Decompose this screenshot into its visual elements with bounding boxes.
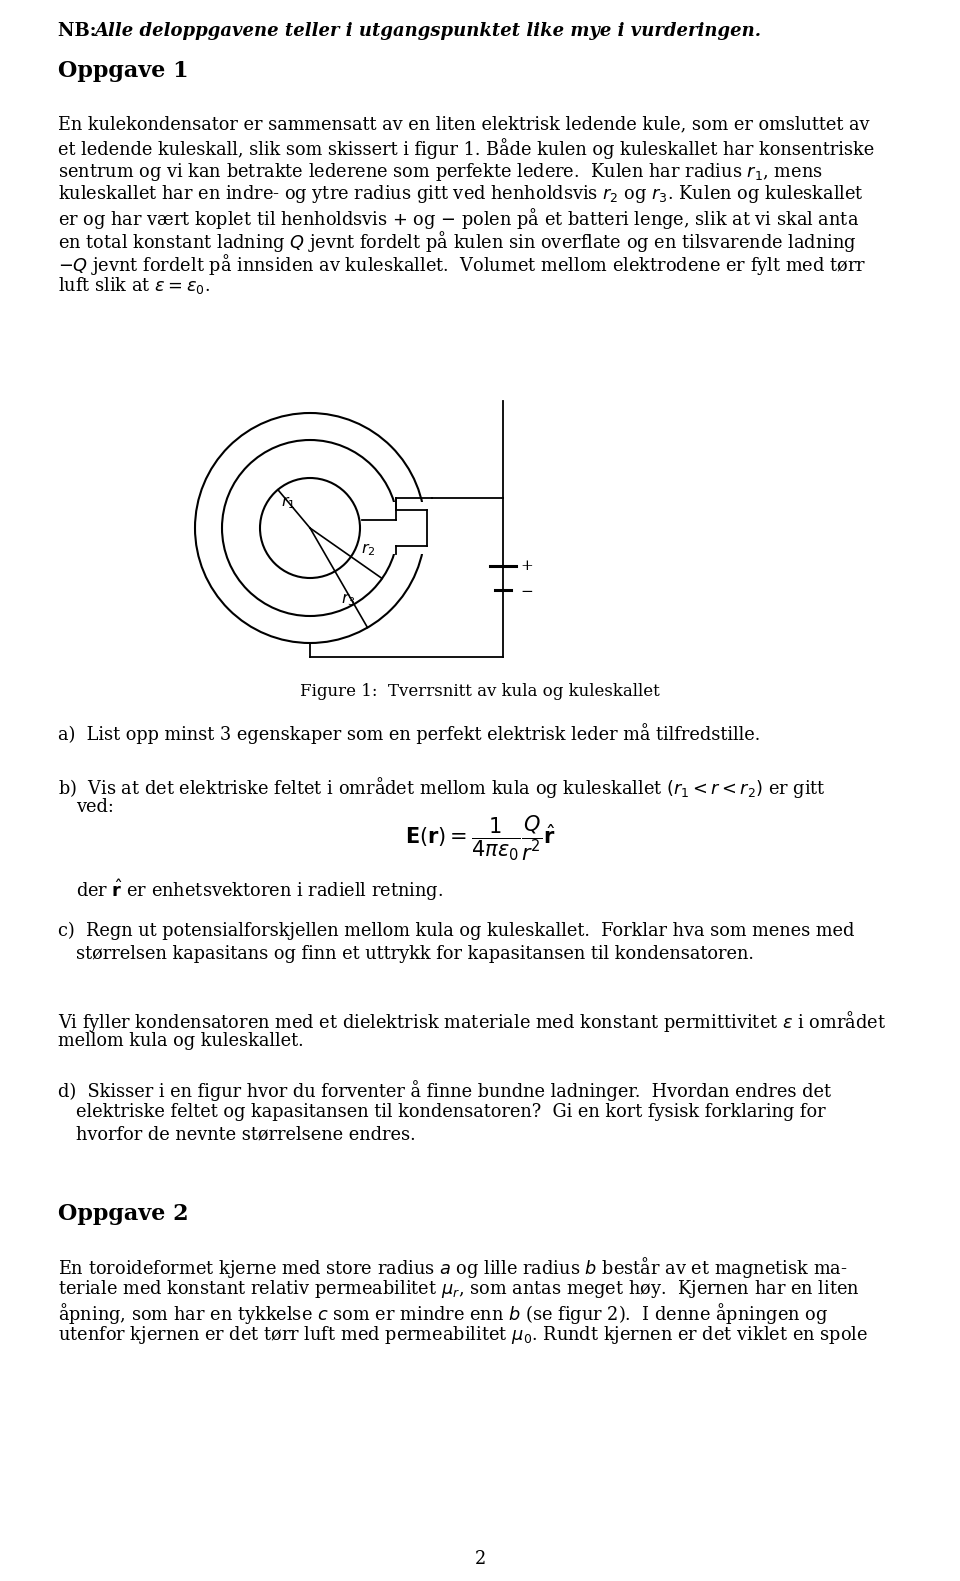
Text: en total konstant ladning $Q$ jevnt fordelt på kulen sin overflate og en tilsvar: en total konstant ladning $Q$ jevnt ford… <box>58 229 856 255</box>
Text: teriale med konstant relativ permeabilitet $\mu_r$, som antas meget høy.  Kjerne: teriale med konstant relativ permeabilit… <box>58 1279 859 1300</box>
Circle shape <box>195 413 425 643</box>
Text: b)  Vis at det elektriske feltet i området mellom kula og kuleskallet $(r_1 < r : b) Vis at det elektriske feltet i område… <box>58 775 826 800</box>
Text: Vi fyller kondensatoren med et dielektrisk materiale med konstant permittivitet : Vi fyller kondensatoren med et dielektri… <box>58 1009 886 1034</box>
Text: utenfor kjernen er det tørr luft med permeabilitet $\mu_0$. Rundt kjernen er det: utenfor kjernen er det tørr luft med per… <box>58 1323 868 1345</box>
Text: $-$: $-$ <box>520 582 533 596</box>
Text: NB:: NB: <box>58 22 103 40</box>
Circle shape <box>222 440 398 617</box>
Text: er og har vært koplet til henholdsvis $+$ og $-$ polen på et batteri lenge, slik: er og har vært koplet til henholdsvis $+… <box>58 206 859 231</box>
Text: Alle deloppgavene teller i utgangspunktet like mye i vurderingen.: Alle deloppgavene teller i utgangspunkte… <box>94 22 761 40</box>
Text: hvorfor de nevnte størrelsene endres.: hvorfor de nevnte størrelsene endres. <box>76 1126 416 1143</box>
Text: åpning, som har en tykkelse $c$ som er mindre enn $b$ (se figur 2).  I denne åpn: åpning, som har en tykkelse $c$ som er m… <box>58 1301 828 1326</box>
Text: $\mathbf{E}(\mathbf{r}) = \dfrac{1}{4\pi\epsilon_0}\dfrac{Q}{r^2}\hat{\mathbf{r}: $\mathbf{E}(\mathbf{r}) = \dfrac{1}{4\pi… <box>405 814 555 863</box>
Text: +: + <box>520 558 533 572</box>
Text: kuleskallet har en indre- og ytre radius gitt ved henholdsvis $r_2$ og $r_3$. Ku: kuleskallet har en indre- og ytre radius… <box>58 183 864 206</box>
Text: ved:: ved: <box>76 798 114 816</box>
Text: Figure 1:  Tverrsnitt av kula og kuleskallet: Figure 1: Tverrsnitt av kula og kuleskal… <box>300 683 660 700</box>
Text: 2: 2 <box>474 1549 486 1568</box>
Text: sentrum og vi kan betrakte lederene som perfekte ledere.  Kulen har radius $r_1$: sentrum og vi kan betrakte lederene som … <box>58 161 823 182</box>
Text: $r_2$: $r_2$ <box>361 542 375 558</box>
Text: størrelsen kapasitans og finn et uttrykk for kapasitansen til kondensatoren.: størrelsen kapasitans og finn et uttrykk… <box>76 944 754 963</box>
Text: mellom kula og kuleskallet.: mellom kula og kuleskallet. <box>58 1032 303 1050</box>
Text: c)  Regn ut potensialforskjellen mellom kula og kuleskallet.  Forklar hva som me: c) Regn ut potensialforskjellen mellom k… <box>58 922 854 941</box>
Text: d)  Skisser i en figur hvor du forventer å finne bundne ladninger.  Hvordan endr: d) Skisser i en figur hvor du forventer … <box>58 1080 831 1100</box>
Text: et ledende kuleskall, slik som skissert i figur 1. Både kulen og kuleskallet har: et ledende kuleskall, slik som skissert … <box>58 138 875 158</box>
Text: En kulekondensator er sammensatt av en liten elektrisk ledende kule, som er omsl: En kulekondensator er sammensatt av en l… <box>58 115 870 133</box>
FancyBboxPatch shape <box>393 503 430 553</box>
Text: $r_3$: $r_3$ <box>341 591 355 609</box>
Text: $-Q$ jevnt fordelt på innsiden av kuleskallet.  Volumet mellom elektrodene er fy: $-Q$ jevnt fordelt på innsiden av kulesk… <box>58 251 866 277</box>
Text: $r_1$: $r_1$ <box>280 495 296 512</box>
Text: luft slik at $\epsilon = \epsilon_0$.: luft slik at $\epsilon = \epsilon_0$. <box>58 275 210 296</box>
Circle shape <box>260 477 360 579</box>
Text: Oppgave 2: Oppgave 2 <box>58 1203 188 1225</box>
Text: Oppgave 1: Oppgave 1 <box>58 60 188 82</box>
Text: elektriske feltet og kapasitansen til kondensatoren?  Gi en kort fysisk forklari: elektriske feltet og kapasitansen til ko… <box>76 1104 826 1121</box>
Text: a)  List opp minst 3 egenskaper som en perfekt elektrisk leder må tilfredstille.: a) List opp minst 3 egenskaper som en pe… <box>58 723 760 745</box>
Text: En toroideformet kjerne med store radius $a$ og lille radius $b$ består av et ma: En toroideformet kjerne med store radius… <box>58 1255 848 1281</box>
Text: der $\hat{\mathbf{r}}$ er enhetsvektoren i radiell retning.: der $\hat{\mathbf{r}}$ er enhetsvektoren… <box>76 877 444 903</box>
